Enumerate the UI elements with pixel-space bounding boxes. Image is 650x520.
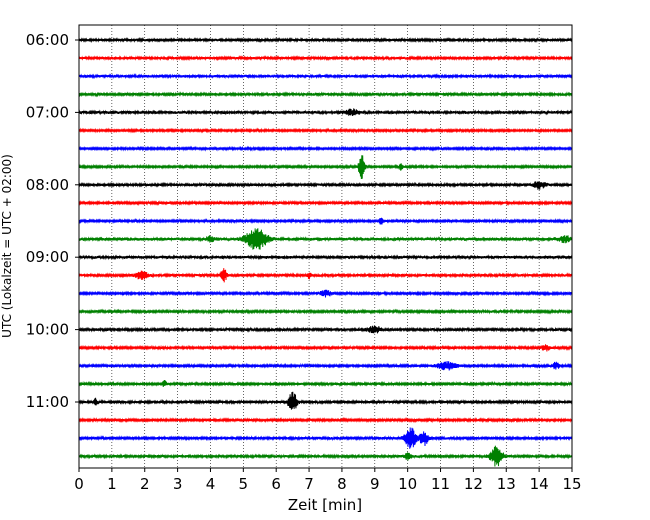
x-tick-label: 14 — [530, 475, 549, 493]
trace-1030 — [78, 361, 573, 371]
x-tick-label: 9 — [370, 475, 380, 493]
trace-0645 — [78, 91, 573, 98]
trace-1100 — [78, 391, 573, 410]
y-tick-label: 06:00 — [26, 31, 69, 49]
y-axis-ticks: 06:00 07:00 08:00 09:00 10:00 11:00 — [26, 31, 79, 411]
x-tick-label: 13 — [497, 475, 516, 493]
x-tick-label: 7 — [304, 475, 314, 493]
y-tick-label: 09:00 — [26, 248, 69, 266]
trace-0945 — [78, 308, 573, 315]
plot-frame — [78, 24, 573, 469]
y-tick-label: 08:00 — [26, 176, 69, 194]
trace-0700 — [78, 108, 573, 116]
vertical-gridlines — [111, 25, 540, 468]
trace-1145 — [78, 445, 573, 467]
y-axis-label: UTC (Lokalzeit = UTC + 02:00) — [0, 154, 14, 338]
trace-group — [78, 36, 573, 467]
x-tick-label: 15 — [562, 475, 581, 493]
trace-0715 — [78, 127, 573, 134]
trace-1015 — [78, 344, 573, 352]
trace-1115 — [78, 416, 573, 424]
trace-0930 — [78, 289, 573, 298]
x-tick-label: 3 — [173, 475, 183, 493]
trace-0845 — [78, 228, 573, 250]
x-tick-label: 0 — [74, 475, 84, 493]
trace-0600 — [78, 36, 573, 44]
trace-1000 — [78, 325, 573, 334]
x-axis-ticks: 0 1 2 3 4 5 6 7 8 9 10 11 12 13 14 15 — [74, 468, 582, 493]
y-tick-label: 07:00 — [26, 103, 69, 121]
x-tick-label: 11 — [431, 475, 450, 493]
trace-0915 — [78, 268, 573, 283]
y-tick-label: 10:00 — [26, 321, 69, 339]
x-axis-label: Zeit [min] — [288, 496, 362, 514]
x-tick-label: 4 — [206, 475, 216, 493]
trace-0730 — [78, 145, 573, 152]
trace-0800 — [78, 181, 573, 190]
trace-0630 — [78, 73, 573, 80]
trace-0900 — [78, 254, 573, 261]
trace-1045 — [78, 380, 573, 388]
x-tick-label: 6 — [271, 475, 281, 493]
trace-0830 — [78, 217, 573, 225]
x-tick-label: 2 — [140, 475, 150, 493]
x-tick-label: 1 — [107, 475, 117, 493]
x-tick-label: 10 — [398, 475, 417, 493]
y-tick-label: 11:00 — [26, 393, 69, 411]
x-tick-label: 8 — [337, 475, 347, 493]
x-tick-label: 12 — [464, 475, 483, 493]
trace-1130 — [78, 427, 573, 449]
trace-0615 — [78, 55, 573, 62]
trace-0815 — [78, 199, 573, 207]
x-tick-label: 5 — [239, 475, 249, 493]
trace-0745 — [78, 155, 573, 180]
